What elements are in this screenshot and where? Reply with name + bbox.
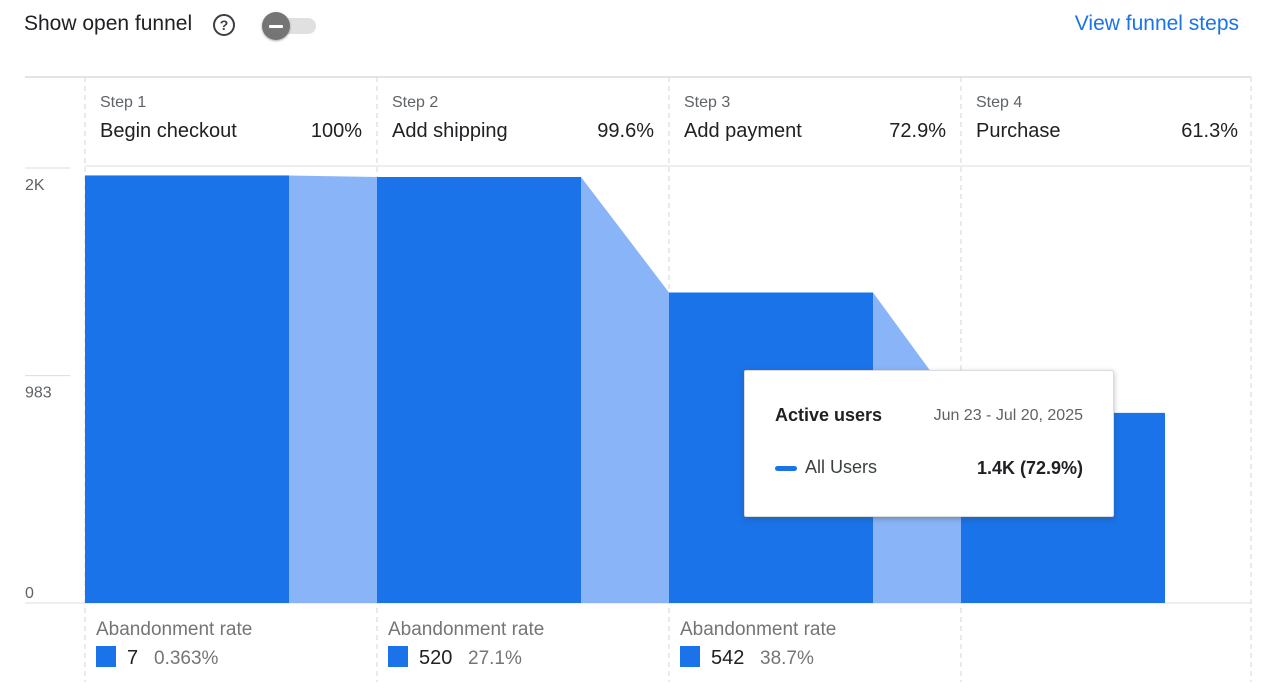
tooltip-title: Active users — [775, 405, 883, 425]
abandonment-label: Abandonment rate — [96, 619, 252, 640]
step-number: Step 3 — [684, 94, 730, 111]
svg-text:?: ? — [220, 17, 229, 33]
abandonment-swatch — [680, 646, 700, 667]
step-completion-rate: 99.6% — [597, 120, 654, 142]
dropoff-area — [289, 175, 377, 603]
toggle-knob — [262, 12, 290, 40]
open-funnel-toggle[interactable] — [262, 12, 318, 40]
view-funnel-steps-link[interactable]: View funnel steps — [1074, 12, 1239, 35]
step-name: Add payment — [684, 120, 802, 142]
funnel-toolbar: Show open funnel ? View funnel steps — [0, 0, 1280, 60]
step-number: Step 4 — [976, 94, 1022, 111]
step-completion-rate: 72.9% — [889, 120, 946, 142]
abandonment-swatch — [96, 646, 116, 667]
funnel-bar — [85, 175, 289, 603]
abandonment-count: 520 — [419, 647, 452, 669]
tooltip-series-name: All Users — [805, 457, 878, 477]
chart-tooltip: Active users Jun 23 - Jul 20, 2025 All U… — [744, 370, 1114, 517]
y-tick-label: 983 — [25, 385, 52, 402]
abandonment-rate: 38.7% — [760, 648, 814, 669]
step-completion-rate: 100% — [311, 120, 362, 142]
abandonment-count: 542 — [711, 647, 744, 669]
step-name: Purchase — [976, 120, 1061, 142]
open-funnel-label: Show open funnel — [24, 12, 193, 35]
step-number: Step 2 — [392, 94, 438, 111]
y-tick-label: 0 — [25, 585, 34, 602]
tooltip-value: 1.4K (72.9%) — [976, 458, 1083, 478]
y-tick-label: 2K — [25, 177, 45, 194]
dropoff-area — [581, 177, 669, 603]
abandonment-count: 7 — [127, 647, 138, 669]
abandonment-rate: 27.1% — [468, 648, 522, 669]
step-name: Begin checkout — [100, 120, 237, 142]
abandonment-label: Abandonment rate — [388, 619, 544, 640]
abandonment-label: Abandonment rate — [680, 619, 836, 640]
step-number: Step 1 — [100, 94, 146, 111]
tooltip-date-range: Jun 23 - Jul 20, 2025 — [933, 407, 1083, 424]
step-completion-rate: 61.3% — [1181, 120, 1238, 142]
abandonment-swatch — [388, 646, 408, 667]
help-icon[interactable]: ? — [212, 13, 236, 37]
abandonment-rate: 0.363% — [154, 648, 219, 669]
tooltip-series-swatch — [775, 466, 797, 471]
funnel-bar — [377, 177, 581, 603]
step-name: Add shipping — [392, 120, 508, 142]
